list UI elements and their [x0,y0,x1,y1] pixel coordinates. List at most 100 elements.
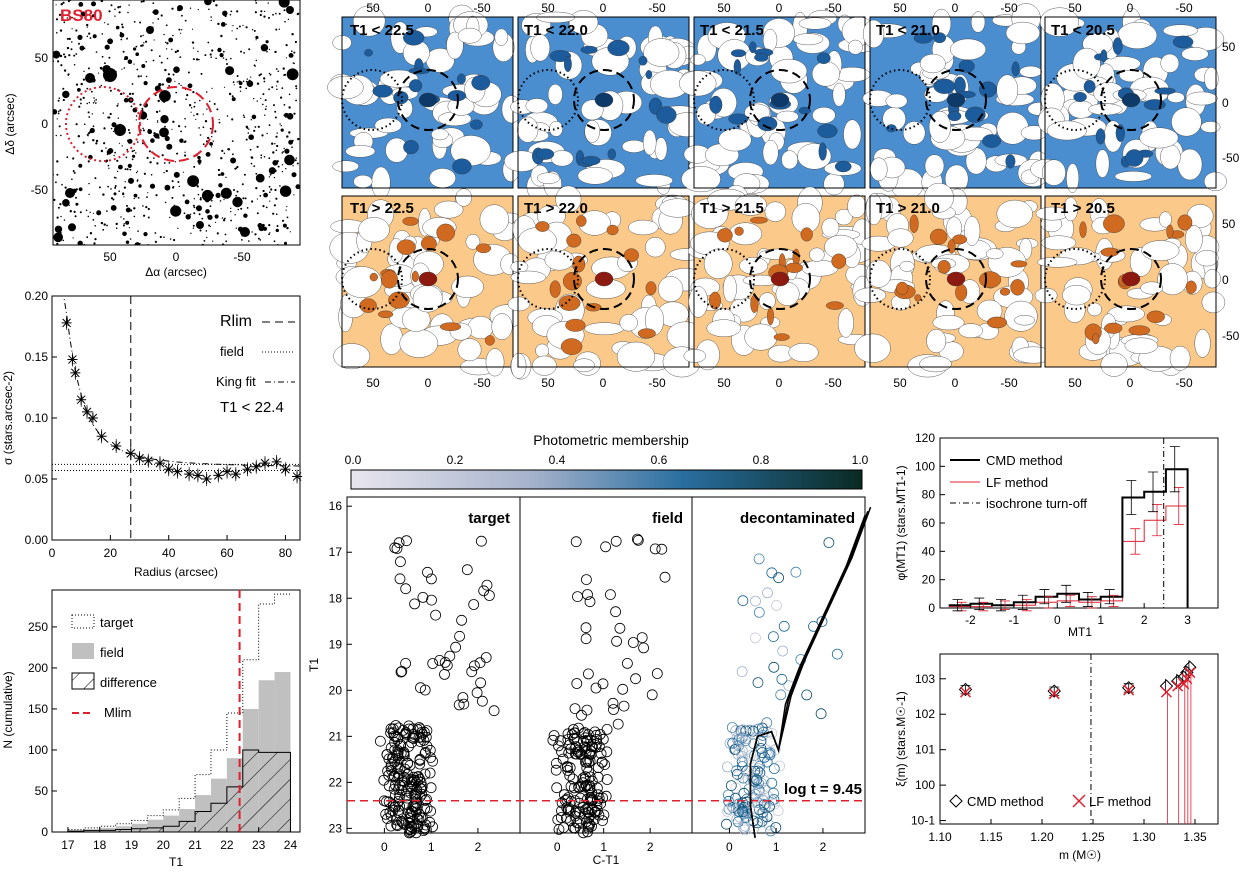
mf-legend: CMD method LF method [949,794,1151,809]
star [117,117,120,119]
cmd-star [593,809,605,821]
star [275,12,277,15]
star [160,115,169,124]
star [275,228,279,233]
star [276,88,278,91]
lf-point [1172,680,1184,692]
star [199,198,202,201]
bottom-tick: -50 [473,376,491,390]
density-peak [564,56,572,72]
star [153,157,155,159]
star [164,41,167,43]
star [285,209,287,211]
cmd-star [483,590,495,601]
star [120,216,122,218]
density-peak [637,328,656,339]
colorbar-tick: 0.6 [651,453,668,467]
star [173,186,175,188]
star [279,123,281,125]
star [246,80,254,87]
star [67,0,70,3]
star [217,47,222,53]
star [169,216,171,219]
density-frame [341,195,514,368]
cmd-star [403,723,415,735]
cmd-star [424,767,436,779]
star [204,120,208,123]
cmd-star [632,534,644,546]
star [77,88,81,92]
star [284,241,287,245]
star [215,4,218,7]
star [232,25,234,27]
star [161,154,164,157]
cmd-star [736,727,747,739]
star [179,56,182,58]
star [294,159,297,162]
mass-function: 1.10 1.15 1.20 1.25 1.30 1.3510-1100101102103… [894,653,1219,862]
rdp-point [87,413,98,423]
cum-x-label: T1 [169,855,183,869]
x-tick: 60 [220,546,234,560]
star [268,233,270,236]
density-peak [834,160,852,173]
density-map-label: T1 < 22.0 [524,22,588,39]
star [92,102,95,104]
star [173,171,180,178]
star [206,236,208,239]
star [154,94,157,97]
x-tick: 19 [125,838,139,852]
star [190,111,192,113]
density-peak [440,322,462,332]
density-hole [1040,235,1077,251]
star [273,204,276,207]
cmd-star [753,553,765,565]
cmd-star [421,794,433,805]
star [244,197,247,200]
cmd-star [597,815,608,826]
density-hole [1160,53,1180,73]
rdp-y-label: σ (stars.arcsec-2) [1,371,15,465]
star [275,85,278,87]
top-tick: 0 [1127,1,1134,15]
star [124,168,127,171]
star [237,208,240,211]
density-hole [1063,197,1078,222]
cmd-star [400,728,412,740]
top-tick: -50 [473,1,491,15]
star [225,176,227,178]
cmd-star [638,642,649,654]
star [114,8,116,11]
star [103,127,106,130]
density-frame [517,16,690,189]
rdp-point [96,431,107,442]
right-tick: -50 [1222,329,1240,343]
star [248,128,250,130]
star [92,219,95,221]
density-peak [535,221,550,232]
star-map-y-label: Δδ (arcsec) [3,93,17,154]
cmd-star [551,782,563,794]
bottom-tick: 50 [717,376,731,390]
rdp-point [259,458,270,469]
cmd-star [398,771,410,783]
star [62,87,65,90]
cmd-panel-label: field [652,510,683,527]
star [245,80,248,83]
star [294,73,296,76]
density-hole [525,98,548,114]
density-map-labels: T1 < 22.5 T1 < 22.0 T1 < 21.5 T1 < 21.0 … [350,22,1115,217]
star [164,135,170,142]
lf-frame [939,437,1219,609]
cmd-star [396,666,408,677]
star [230,207,232,209]
density-peak [1100,49,1108,63]
star [137,75,140,78]
rdp-point [134,453,145,464]
cmd-star [610,535,622,547]
density-peak [1073,91,1087,102]
star [245,138,248,141]
star [75,196,77,199]
star [286,205,288,208]
star [211,199,213,202]
